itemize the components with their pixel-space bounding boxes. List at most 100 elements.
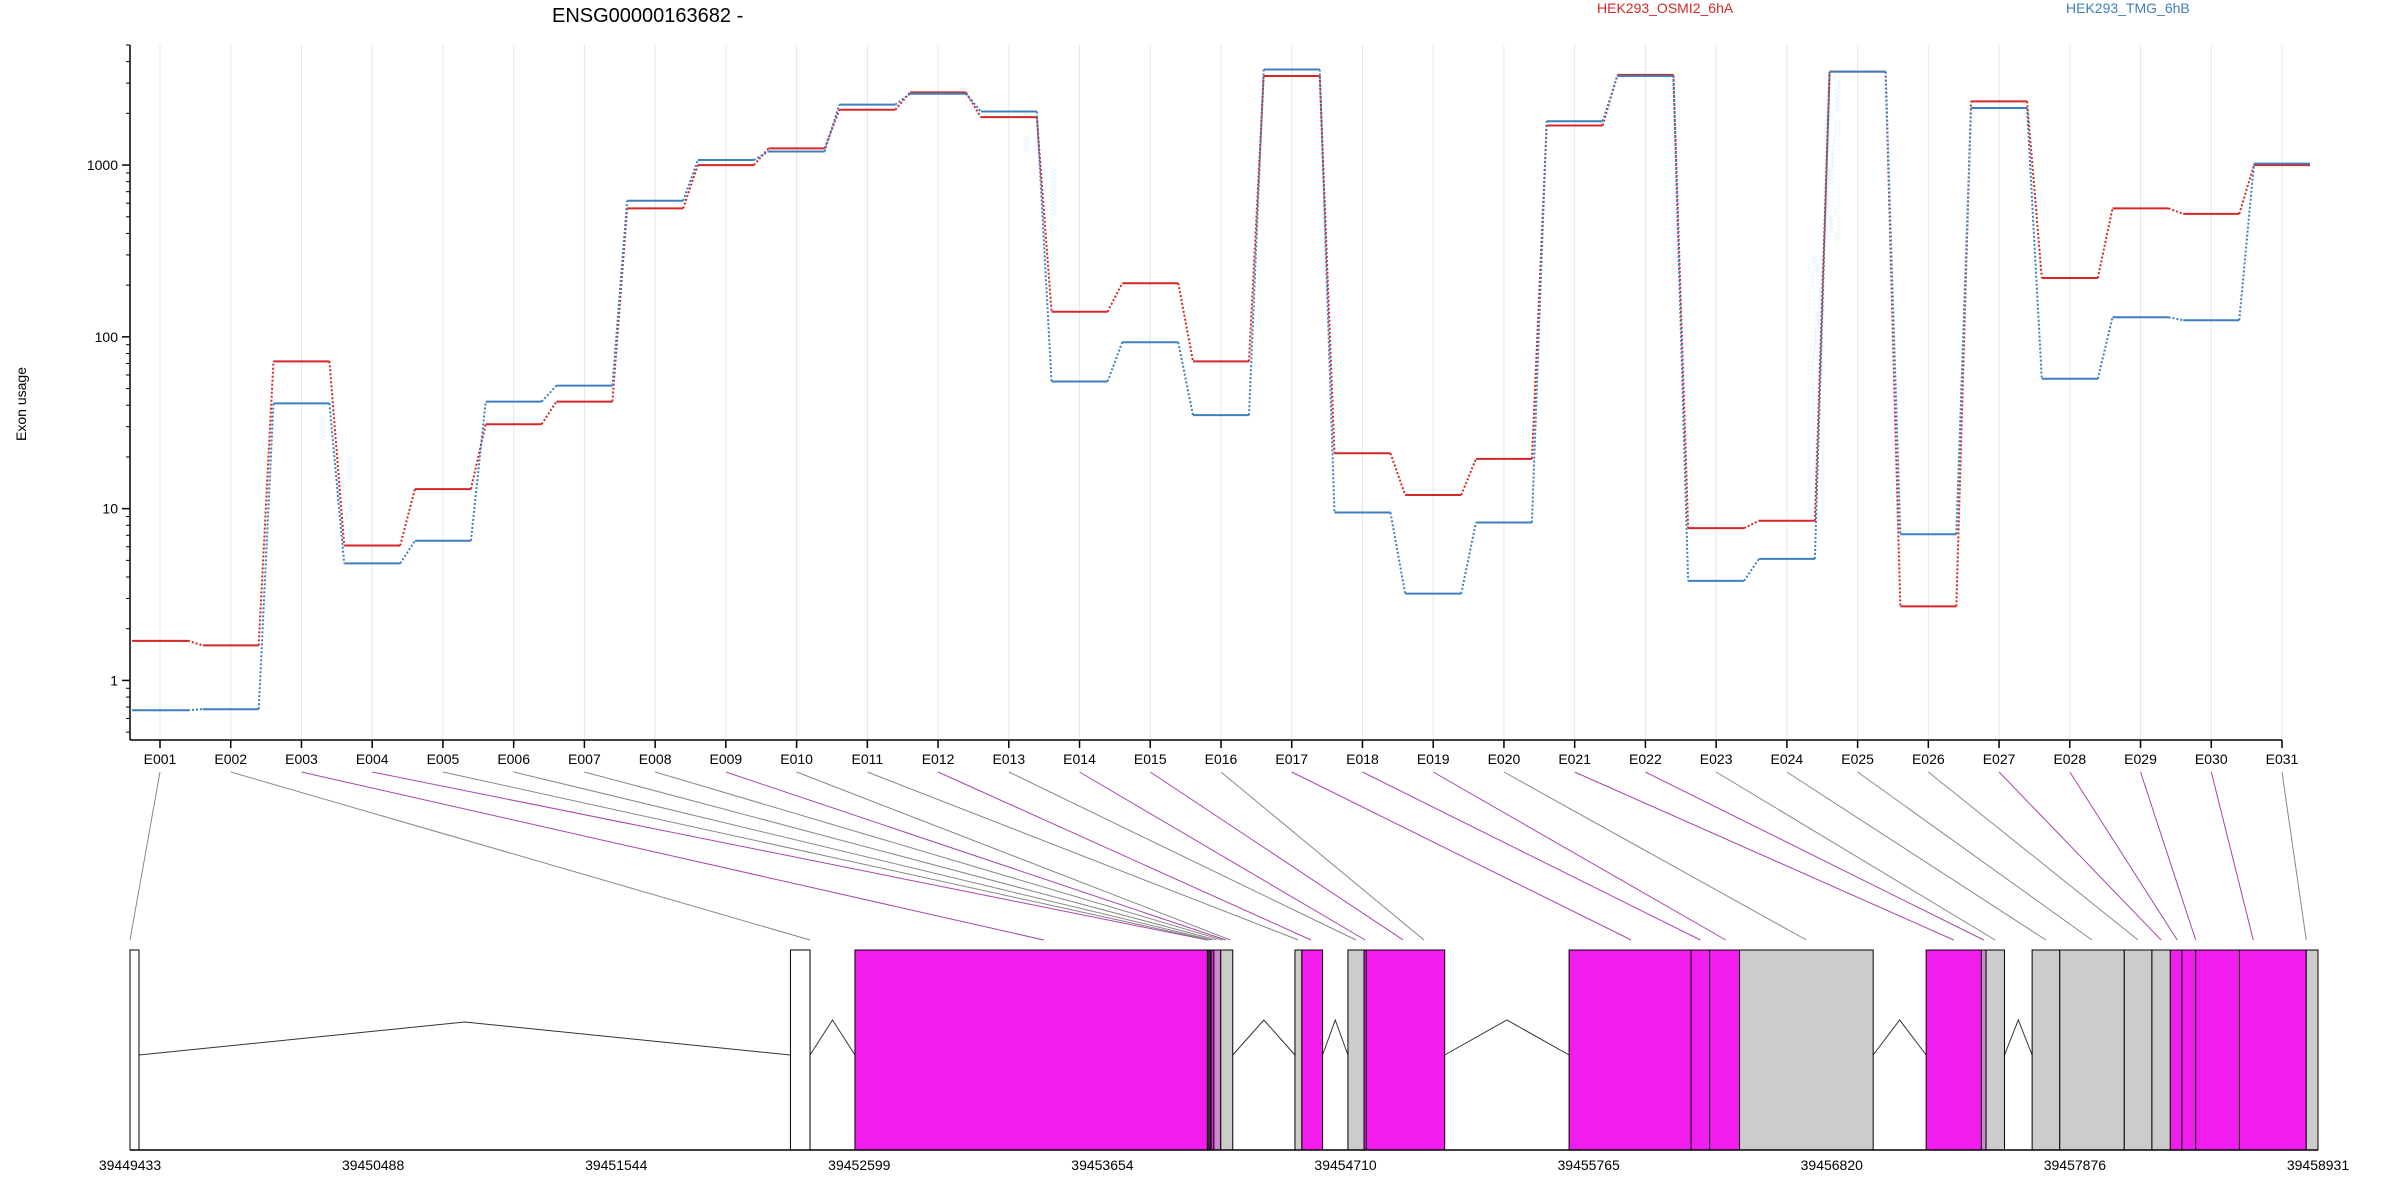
connector-E003 (301, 771, 1044, 941)
x-tick-label-E002: E002 (214, 751, 247, 767)
intron-1 (138, 1021, 791, 1056)
connector-E019 (1432, 771, 1726, 941)
exon-box-E024 (2169, 949, 2183, 1151)
connector-E022 (1645, 771, 1984, 941)
series-2-link (2026, 107, 2043, 379)
x-tick-label-E031: E031 (2266, 751, 2299, 767)
exon-box-E023 (2151, 949, 2171, 1151)
connector-E023 (1715, 771, 1996, 941)
series-2-link (823, 104, 841, 152)
series-2-link (2238, 163, 2255, 321)
connector-E015 (1149, 771, 1404, 941)
exon-box-E001 (129, 949, 140, 1151)
series-1-link (1460, 458, 1477, 496)
series-1-link (1813, 71, 1831, 521)
intron-4 (1322, 1018, 1349, 1056)
coord-tick-label: 39457876 (2044, 1157, 2107, 1173)
x-tick-label-E024: E024 (1771, 751, 1804, 767)
series-1-link (1177, 283, 1194, 362)
x-tick-label-E008: E008 (639, 751, 672, 767)
coord-tick-label: 39458931 (2287, 1157, 2350, 1173)
x-tick-label-E021: E021 (1558, 751, 1591, 767)
intron-7 (2004, 1018, 2033, 1056)
series-1-link (2096, 208, 2114, 279)
series-1-link (1743, 519, 1760, 530)
exon-box-E008 (1294, 949, 1303, 1151)
exon-box-E025 (2181, 949, 2197, 1151)
series-lines (132, 68, 2310, 712)
series-1-link (823, 109, 841, 149)
exon-box-E020 (2031, 949, 2061, 1151)
series-1-link (1106, 282, 1124, 313)
exon-box-E010 (1347, 949, 1365, 1151)
intron-3 (1232, 1019, 1296, 1056)
connector-E011 (867, 771, 1299, 941)
series-2-link (1035, 111, 1053, 382)
connector-E009 (725, 771, 1227, 941)
series-1-link (187, 639, 204, 647)
exon-box-E006 (1213, 949, 1222, 1151)
connector-E025 (1857, 771, 2093, 941)
x-tick-label-E004: E004 (356, 751, 389, 767)
series-1-link (1318, 75, 1336, 454)
series-2-link (1955, 107, 1973, 535)
exon-box-E017 (1925, 949, 1982, 1151)
series-1-link (2168, 207, 2184, 215)
connector-E017 (1291, 771, 1632, 941)
coord-tick-label: 39455765 (1558, 1157, 1621, 1173)
series-2-link (894, 92, 911, 106)
intron-5 (1444, 1019, 1570, 1056)
x-tick-label-E027: E027 (1983, 751, 2016, 767)
x-tick-label-E022: E022 (1629, 751, 1662, 767)
x-tick-label-E012: E012 (922, 751, 955, 767)
series-1-link (1530, 125, 1548, 459)
x-tick-label-E013: E013 (992, 751, 1025, 767)
series-2-link (187, 708, 203, 712)
exon-box-E016 (1739, 949, 1874, 1151)
x-tick-label-E006: E006 (497, 751, 530, 767)
series-1-link (1672, 74, 1690, 529)
series-1-link (1601, 74, 1619, 126)
series-2-link (1530, 121, 1548, 523)
exon-box-E021 (2059, 949, 2125, 1151)
exon-box-E004 (1206, 949, 1212, 1151)
y-tick-label: 1000 (87, 157, 118, 173)
connector-E006 (513, 771, 1213, 941)
connector-E027 (1998, 771, 2162, 941)
y-axis-label: Exon usage (13, 367, 29, 441)
connector-E016 (1220, 771, 1425, 941)
connector-E024 (1786, 771, 2047, 941)
connector-E001 (129, 771, 161, 941)
coord-tick-label: 39449433 (99, 1157, 162, 1173)
x-tick-label-E025: E025 (1841, 751, 1874, 767)
x-tick-label-E014: E014 (1063, 751, 1096, 767)
series-2-link (611, 200, 629, 386)
x-tick-label-E026: E026 (1912, 751, 1945, 767)
connector-E028 (2069, 771, 2178, 941)
chart-title: ENSG00000163682 - (552, 5, 743, 27)
series-2-link (1601, 75, 1619, 122)
connector-E010 (796, 771, 1231, 941)
x-tick-label-E016: E016 (1205, 751, 1238, 767)
coord-tick-label: 39450488 (342, 1157, 405, 1173)
exon-box-E002 (789, 949, 811, 1151)
x-tick-label-E030: E030 (2195, 751, 2228, 767)
connector-E031 (2281, 771, 2307, 941)
connector-E013 (1008, 771, 1357, 941)
series-2-link (682, 159, 699, 202)
x-tick-label-E028: E028 (2053, 751, 2086, 767)
gene-model (129, 949, 2319, 1151)
connector-E030 (2210, 771, 2254, 941)
x-tick-label-E009: E009 (710, 751, 743, 767)
x-tick-label-E007: E007 (568, 751, 601, 767)
series-1-link (2026, 101, 2043, 279)
x-tick-label-E023: E023 (1700, 751, 1733, 767)
series-1-link (257, 361, 275, 646)
intron-6 (1872, 1019, 1927, 1056)
series-1-link (1035, 117, 1053, 312)
series-1-link (1389, 452, 1407, 496)
coord-tick-label: 39453654 (1071, 1157, 1134, 1173)
x-tick-label-E029: E029 (2124, 751, 2157, 767)
exon-box-E028 (2305, 949, 2319, 1151)
